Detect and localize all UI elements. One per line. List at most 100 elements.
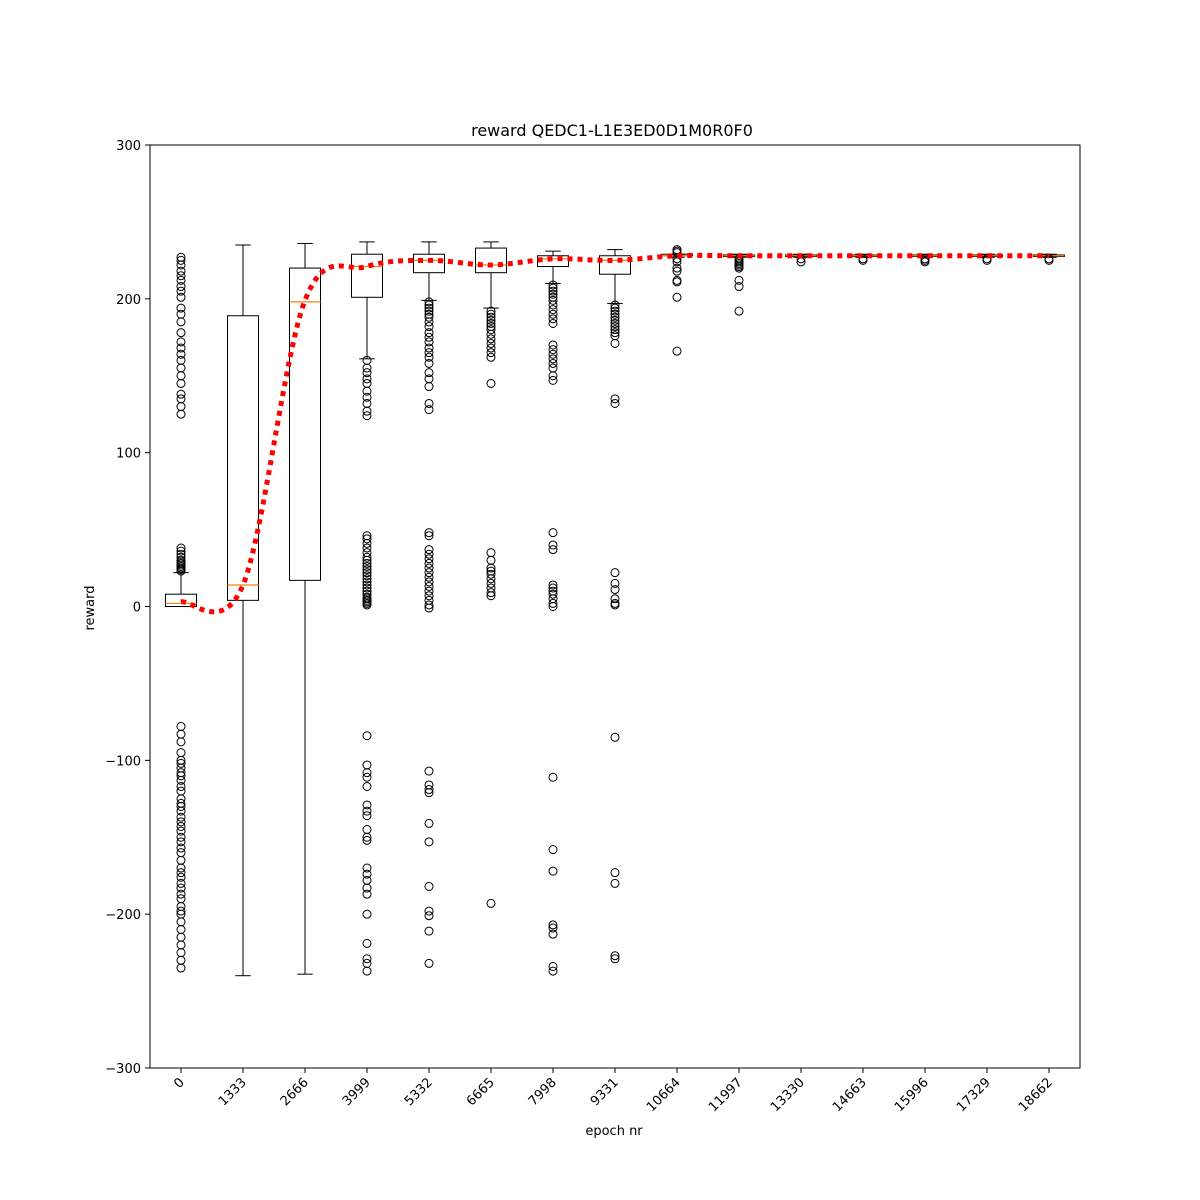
outlier-point — [548, 349, 558, 359]
outlier-point — [424, 603, 434, 613]
outlier-point — [424, 911, 434, 921]
outlier-point — [610, 578, 620, 588]
outlier-point — [176, 255, 186, 265]
outlier-point — [672, 254, 682, 264]
outlier-point — [610, 325, 620, 335]
outlier-point — [548, 929, 558, 939]
outlier-point — [424, 926, 434, 936]
outlier-point — [548, 305, 558, 315]
outlier-point — [548, 295, 558, 305]
outlier-point — [486, 343, 496, 353]
outlier-point — [548, 300, 558, 310]
outlier-point — [362, 538, 372, 548]
outlier-point — [610, 309, 620, 319]
outlier-point — [176, 275, 186, 285]
outlier-point — [176, 781, 186, 791]
outlier-point — [424, 549, 434, 559]
outlier-point — [176, 817, 186, 827]
outlier-point — [486, 898, 496, 908]
outlier-point — [176, 378, 186, 388]
outlier-point — [610, 394, 620, 404]
outlier-point — [424, 577, 434, 587]
box — [227, 315, 259, 601]
outlier-point — [424, 766, 434, 776]
outlier-point — [362, 772, 372, 782]
outlier-point — [424, 382, 434, 392]
outlier-point — [424, 303, 434, 313]
outlier-point — [610, 306, 620, 316]
outlier-point — [548, 866, 558, 876]
outlier-point — [362, 731, 372, 741]
outlier-point — [362, 869, 372, 879]
outlier-point — [548, 340, 558, 350]
outlier-point — [362, 534, 372, 544]
y-tick-label: 300 — [116, 139, 141, 154]
outlier-point — [176, 812, 186, 822]
outlier-point — [424, 837, 434, 847]
outlier-point — [610, 600, 620, 610]
outlier-point — [548, 280, 558, 290]
outlier-point — [362, 562, 372, 572]
outlier-point — [610, 568, 620, 578]
outlier-point — [176, 286, 186, 296]
outlier-point — [486, 591, 496, 601]
outlier-point — [548, 966, 558, 976]
outlier-point — [362, 363, 372, 373]
outlier-point — [424, 788, 434, 798]
outlier-point — [424, 405, 434, 415]
outlier-point — [858, 255, 868, 265]
outlier-point — [486, 574, 496, 584]
outlier-point — [176, 758, 186, 768]
outlier-point — [176, 546, 186, 556]
outlier-point — [424, 300, 434, 310]
outlier-point — [548, 598, 558, 608]
outlier-point — [424, 337, 434, 347]
outlier-point — [362, 938, 372, 948]
outlier-point — [424, 352, 434, 362]
outlier-point — [672, 346, 682, 356]
outlier-point — [362, 781, 372, 791]
outlier-point — [548, 845, 558, 855]
outlier-point — [176, 260, 186, 270]
outlier-point — [548, 289, 558, 299]
outlier-point — [486, 325, 496, 335]
outlier-point — [176, 317, 186, 327]
outlier-point — [362, 835, 372, 845]
outlier-point — [610, 398, 620, 408]
outlier-point — [548, 920, 558, 930]
box — [289, 267, 321, 581]
outlier-point — [362, 577, 372, 587]
outlier-point — [362, 392, 372, 402]
outlier-point — [362, 565, 372, 575]
outlier-point — [486, 578, 496, 588]
outlier-point — [424, 554, 434, 564]
mean-line — [180, 252, 1049, 615]
box — [165, 593, 197, 608]
outlier-point — [548, 961, 558, 971]
outlier-point — [362, 583, 372, 593]
outlier-point — [486, 312, 496, 322]
outlier-point — [610, 868, 620, 878]
outlier-point — [176, 832, 186, 842]
box — [475, 247, 507, 274]
y-tick-label: 200 — [116, 293, 141, 308]
outlier-point — [920, 257, 930, 267]
outlier-point — [486, 315, 496, 325]
outlier-point — [548, 283, 558, 293]
outlier-point — [176, 737, 186, 747]
box — [351, 253, 383, 298]
outlier-point — [176, 872, 186, 882]
outlier-point — [548, 375, 558, 385]
outlier-point — [424, 328, 434, 338]
outlier-point — [486, 378, 496, 388]
outlier-point — [176, 328, 186, 338]
outlier-point — [734, 306, 744, 316]
outlier-point — [424, 558, 434, 568]
outlier-point — [424, 332, 434, 342]
outlier-point — [176, 543, 186, 553]
outlier-point — [424, 545, 434, 555]
outlier-point — [176, 868, 186, 878]
outlier-point — [548, 318, 558, 328]
outlier-point — [486, 588, 496, 598]
